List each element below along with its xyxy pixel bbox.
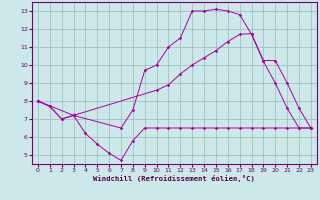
X-axis label: Windchill (Refroidissement éolien,°C): Windchill (Refroidissement éolien,°C) <box>93 175 255 182</box>
